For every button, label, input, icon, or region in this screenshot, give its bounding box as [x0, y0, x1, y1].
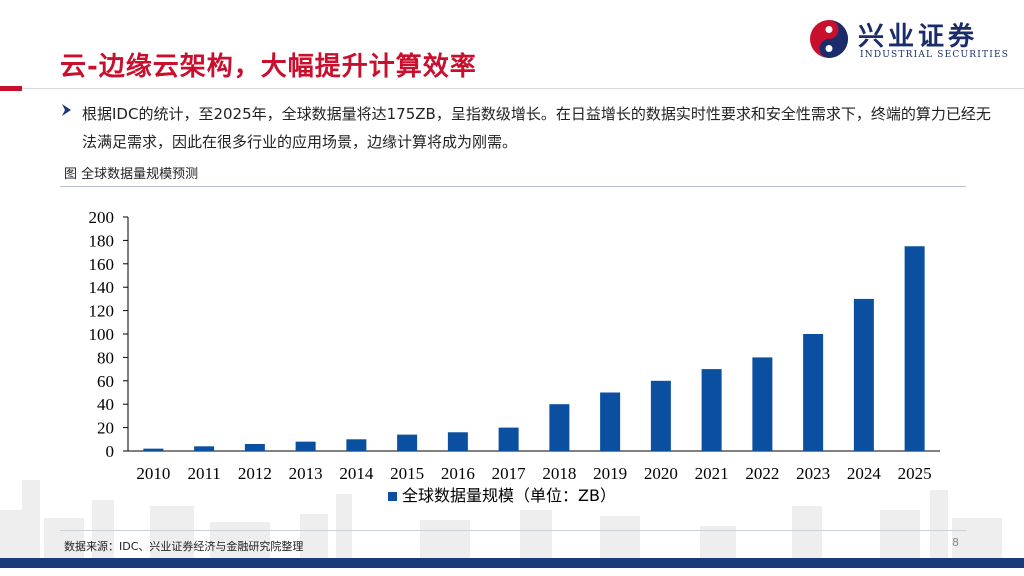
x-tick-label: 2021 — [695, 464, 729, 483]
x-tick-label: 2012 — [238, 464, 272, 483]
x-tick-label: 2017 — [492, 464, 527, 483]
bar-2010 — [143, 448, 164, 451]
page-number: 8 — [952, 536, 959, 549]
x-tick-label: 2020 — [644, 464, 678, 483]
y-tick-label: 40 — [97, 395, 114, 414]
bar-2020 — [650, 380, 671, 451]
bar-2014 — [346, 439, 367, 451]
y-tick-label: 20 — [97, 419, 114, 438]
y-tick-label: 160 — [89, 255, 115, 274]
company-logo: 兴业证券 INDUSTRIAL SECURITIES — [808, 16, 1018, 62]
x-tick-label: 2011 — [187, 464, 220, 483]
bar-2015 — [397, 434, 418, 451]
bar-2012 — [244, 443, 265, 451]
bar-2017 — [498, 427, 519, 451]
bar-2025 — [904, 246, 925, 451]
figure-caption: 图 全球数据量规模预测 — [64, 167, 199, 182]
bar-2024 — [853, 298, 874, 451]
bar-2021 — [701, 369, 722, 451]
x-tick-label: 2023 — [796, 464, 830, 483]
bar-2018 — [549, 404, 570, 451]
bullet-paragraph: 根据IDC的统计，至2025年，全球数据量将达175ZB，呈指数级增长。在日益增… — [82, 105, 991, 151]
bottom-band — [0, 558, 1024, 568]
title-accent-bar — [0, 86, 22, 91]
bar-2022 — [752, 357, 773, 451]
y-tick-label: 120 — [89, 302, 115, 321]
bar-chart: 0 20 40 60 80 100 120 140 160 180 200 2010 2011 2012 2… — [89, 208, 940, 505]
y-tick-label: 180 — [89, 231, 115, 250]
bar-2013 — [295, 441, 316, 451]
logo-chinese-name: 兴业证券 — [858, 22, 979, 52]
bar-2023 — [803, 334, 824, 451]
x-tick-label: 2015 — [390, 464, 424, 483]
x-tick-label: 2022 — [745, 464, 779, 483]
y-tick-label: 80 — [97, 348, 114, 367]
legend-swatch — [388, 492, 397, 501]
legend-label: 全球数据量规模（单位：ZB） — [402, 486, 616, 505]
logo-english-name: INDUSTRIAL SECURITIES — [860, 50, 1010, 60]
bar-2011 — [194, 446, 215, 451]
x-tick-label: 2025 — [898, 464, 932, 483]
y-tick-label: 0 — [106, 442, 115, 461]
title-divider — [22, 88, 1024, 89]
x-tick-label: 2014 — [339, 464, 374, 483]
caption-divider — [60, 186, 966, 187]
x-tick-label: 2018 — [542, 464, 576, 483]
y-tick-label: 140 — [89, 278, 115, 297]
x-tick-label: 2016 — [441, 464, 475, 483]
x-tick-label: 2019 — [593, 464, 627, 483]
logo-swirl-icon — [810, 20, 848, 58]
bar-2019 — [600, 392, 621, 451]
chevron-right-icon — [62, 104, 71, 116]
city-skyline-watermark — [0, 480, 1002, 558]
x-tick-label: 2024 — [847, 464, 882, 483]
x-tick-label: 2013 — [289, 464, 323, 483]
y-tick-label: 100 — [89, 325, 115, 344]
bar-2016 — [447, 432, 468, 451]
page-title: 云-边缘云架构，大幅提升计算效率 — [60, 52, 477, 82]
x-tick-label: 2010 — [136, 464, 170, 483]
footer-divider — [60, 530, 966, 531]
y-tick-label: 60 — [97, 372, 114, 391]
y-tick-label: 200 — [89, 208, 115, 227]
source-note: 数据来源：IDC、兴业证券经济与金融研究院整理 — [64, 540, 304, 553]
